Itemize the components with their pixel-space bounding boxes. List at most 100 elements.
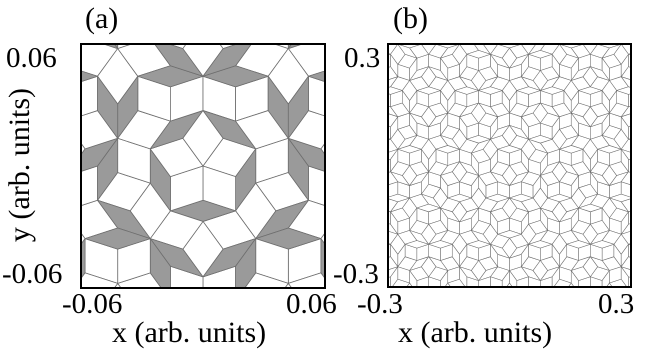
thin-rhombus-tile-252 <box>471 230 491 245</box>
thin-rhombus-tile-280 <box>389 243 391 246</box>
thin-rhombus-tile-106 <box>559 207 579 223</box>
thick-rhombus-tile-128 <box>590 276 603 286</box>
panel-a-y-axis-label: y (arb. units) <box>3 87 36 243</box>
thick-rhombus-tile-663 <box>540 112 560 128</box>
thin-rhombus-tile-267 <box>459 266 479 281</box>
thick-rhombus-tile-410 <box>389 138 399 153</box>
thick-rhombus-tile-74 <box>620 256 630 270</box>
thick-rhombus-tile-174 <box>516 276 529 286</box>
thick-rhombus-tile-330 <box>421 256 437 278</box>
thick-rhombus-tile-584 <box>509 148 522 166</box>
thick-rhombus-tile-637 <box>628 53 630 68</box>
panel-a-tiling <box>80 43 326 289</box>
thick-rhombus-tile-477 <box>389 113 399 128</box>
panel-a-x-tick-left: -0.06 <box>62 288 123 320</box>
thin-rhombus-tile-620 <box>528 50 553 59</box>
panel-a-penrose-tiling <box>82 45 324 287</box>
thick-rhombus-tile-37 <box>285 283 292 287</box>
thick-rhombus-tile-61 <box>82 272 119 287</box>
thick-rhombus-tile-47 <box>114 283 121 287</box>
panel-b-tiling <box>387 43 632 288</box>
thick-rhombus-tile-216 <box>445 282 451 286</box>
panel-a-label: (a) <box>85 2 119 35</box>
thick-rhombus-tile-511 <box>421 45 436 55</box>
thick-rhombus-tile-150 <box>568 282 574 286</box>
thin-rhombus-tile-325 <box>440 207 460 223</box>
thin-rhombus-tile-338 <box>409 230 429 245</box>
thick-rhombus-tile-431 <box>389 53 391 68</box>
thin-rhombus-tile-382 <box>459 161 479 176</box>
thin-rhombus-tile-647 <box>601 45 621 59</box>
thick-rhombus-tile-49 <box>82 233 86 244</box>
thin-rhombus-tile-541 <box>478 86 503 95</box>
thin-rhombus-tile-616 <box>559 45 579 59</box>
thick-rhombus-tile-25 <box>287 272 324 287</box>
thick-rhombus-tile-240 <box>490 276 503 286</box>
panel-a-y-tick-bottom: -0.06 <box>2 258 63 290</box>
thin-rhombus-tile-188 <box>528 230 548 245</box>
panel-b-x-tick-right: 0.3 <box>598 288 635 320</box>
thin-rhombus-tile-51 <box>82 238 86 278</box>
thin-rhombus-tile-84 <box>97 75 119 139</box>
panel-b-y-tick-bottom: -0.3 <box>333 258 379 290</box>
thick-rhombus-tile-13 <box>320 233 324 244</box>
thin-rhombus-tile-44 <box>582 148 591 172</box>
thick-rhombus-tile-243 <box>497 217 510 235</box>
thin-rhombus-tile-90 <box>540 175 548 199</box>
panel-b-penrose-tiling <box>389 45 630 286</box>
thin-rhombus-tile-472 <box>440 112 449 136</box>
thick-rhombus-tile-532 <box>471 102 487 124</box>
thick-rhombus-tile-389 <box>440 171 460 186</box>
thin-rhombus-tile-59 <box>84 227 151 250</box>
thin-rhombus-tile-59 <box>620 148 629 172</box>
thick-rhombus-tile-407 <box>389 171 399 185</box>
thin-rhombus-tile-109 <box>308 70 324 82</box>
thin-rhombus-tile-357 <box>389 266 399 278</box>
thick-rhombus-tile-193 <box>570 266 591 281</box>
thin-rhombus-tile-638 <box>628 53 630 56</box>
thin-rhombus-tile-547 <box>499 45 520 49</box>
thin-rhombus-tile-442 <box>398 45 418 59</box>
thin-rhombus-tile-15 <box>320 238 324 278</box>
thin-rhombus-tile-115 <box>287 75 309 139</box>
thick-rhombus-tile-344 <box>407 282 413 286</box>
thin-rhombus-tile-121 <box>590 230 610 245</box>
thin-rhombus-tile-106 <box>202 45 252 77</box>
thick-rhombus-tile-617 <box>521 45 536 55</box>
thin-rhombus-tile-556 <box>466 50 491 59</box>
thick-rhombus-tile-56 <box>620 138 630 153</box>
thin-rhombus-tile-142 <box>620 266 630 278</box>
panel-a-x-tick-right: 0.06 <box>286 288 337 320</box>
thin-rhombus-tile-36 <box>235 238 257 287</box>
thick-rhombus-tile-261 <box>478 276 491 286</box>
thin-rhombus-tile-656 <box>528 135 553 144</box>
thin-rhombus-tile-563 <box>560 45 582 49</box>
thin-rhombus-tile-413 <box>390 148 399 172</box>
panel-b-y-tick-top: 0.3 <box>344 42 381 74</box>
thick-rhombus-tile-195 <box>528 276 541 286</box>
thin-rhombus-tile-633 <box>620 76 630 88</box>
thick-rhombus-tile-677 <box>620 113 630 128</box>
thick-rhombus-tile-53 <box>620 171 630 185</box>
thin-rhombus-tile-426 <box>389 86 403 95</box>
thin-rhombus-tile-76 <box>82 70 98 82</box>
thin-rhombus-tile-485 <box>409 90 418 114</box>
thin-rhombus-tile-427 <box>389 76 399 88</box>
panel-b-x-axis-label: x (arb. units) <box>398 316 553 349</box>
panel-a-y-tick-top: 0.06 <box>6 42 57 74</box>
thick-rhombus-tile-291 <box>389 256 399 270</box>
thin-rhombus-tile-607 <box>516 86 541 95</box>
thin-rhombus-tile-398 <box>428 148 437 172</box>
thin-rhombus-tile-525 <box>490 116 498 140</box>
thick-rhombus-tile-97 <box>559 181 572 199</box>
thin-rhombus-tile-672 <box>570 112 579 136</box>
thin-rhombus-tile-432 <box>389 53 391 56</box>
thin-rhombus-tile-500 <box>437 45 459 49</box>
thin-rhombus-tile-685 <box>601 90 610 114</box>
thin-rhombus-tile-63 <box>628 243 630 246</box>
thin-rhombus-tile-552 <box>440 45 460 59</box>
thick-rhombus-tile-553 <box>483 45 498 55</box>
thick-rhombus-tile-173 <box>506 282 513 286</box>
thin-rhombus-tile-236 <box>490 197 510 213</box>
thick-rhombus-tile-127 <box>606 282 612 286</box>
